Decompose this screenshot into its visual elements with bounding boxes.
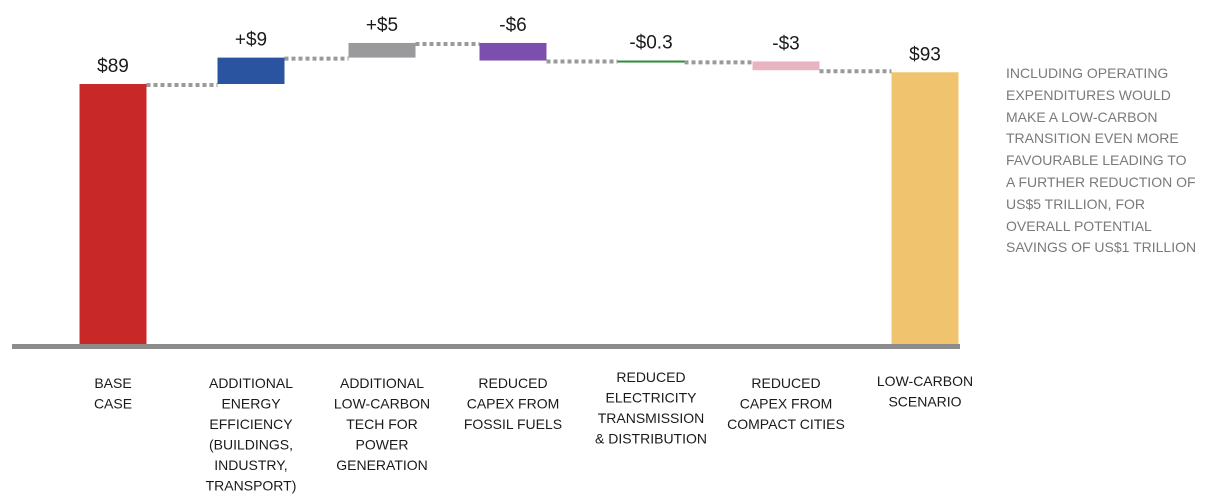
bars (79, 42, 959, 346)
value-label-5: -$0.3 (629, 33, 672, 54)
bar-2 (217, 57, 285, 84)
bar-7 (891, 72, 959, 346)
value-label-4: -$6 (499, 15, 526, 36)
bar-3 (348, 42, 416, 58)
connector-lines (146, 41, 892, 87)
category-label-1: BASE CASE (94, 375, 132, 412)
bar-5 (617, 60, 685, 63)
baseline-axis (12, 344, 960, 349)
value-label-7: $93 (909, 44, 941, 65)
category-label-7: LOW-CARBON SCENARIO (877, 373, 973, 410)
category-labels: BASE CASE ADDITIONAL ENERGY EFFICIENCY (BUILD… (94, 369, 973, 494)
bar-1 (79, 84, 147, 345)
bar-6 (752, 61, 820, 71)
value-label-1: $89 (97, 56, 129, 77)
annotation-text: INCLUDING OPERATING EXPENDITURES WOULD M… (1006, 65, 1197, 256)
value-label-3: +$5 (366, 15, 398, 36)
value-labels: $89 +$9 +$5 -$6 -$0.3 -$3 $93 (97, 15, 941, 77)
bar-4 (479, 42, 547, 61)
category-label-4: REDUCED CAPEX FROM FOSSIL FUELS (464, 375, 562, 432)
category-label-6: REDUCED CAPEX FROM COMPACT CITIES (727, 375, 845, 432)
value-label-6: -$3 (772, 33, 799, 54)
category-label-5: REDUCED ELECTRICITY TRANSMISSION & DISTRIBU… (595, 369, 707, 447)
value-label-2: +$9 (235, 30, 267, 51)
category-label-2: ADDITIONAL ENERGY EFFICIENCY (BUILDINGS, IND… (206, 375, 297, 494)
category-label-3: ADDITIONAL LOW-CARBON TECH FOR POWER GENERAT… (334, 375, 430, 473)
